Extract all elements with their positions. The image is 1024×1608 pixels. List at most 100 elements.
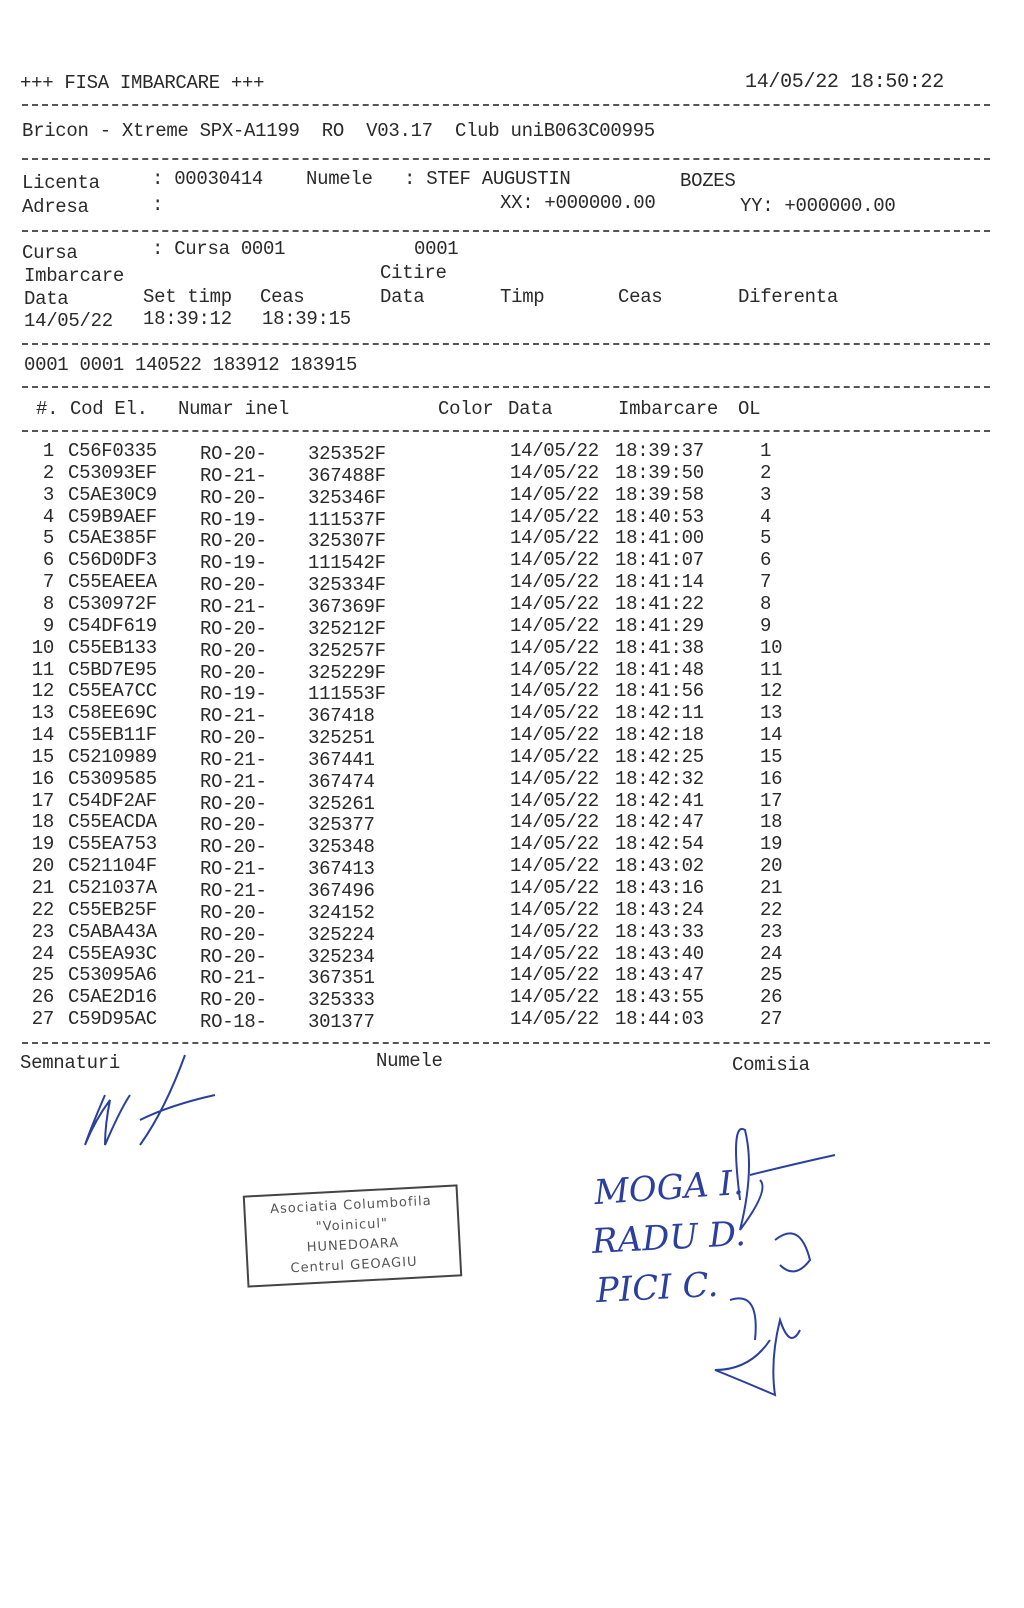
arrival-date: 14/05/22 [510,440,599,462]
ring-number: 325212F [308,617,386,640]
ring-prefix: RO-20- [200,836,267,859]
ring-prefix: RO-21- [200,967,267,990]
table-row: 15 C5210989 RO-21- 367441 14/05/22 18:42:25 15 [0,745,1000,771]
row-index: 26 [31,986,55,1009]
row-index: 3 [42,483,54,506]
cod-el: C55EA7CC [68,680,157,703]
cod-el: C59D95AC [68,1008,157,1031]
device-line: Bricon - Xtreme SPX-A1199 RO V03.17 Club… [22,120,655,142]
cod-el: C5BD7E95 [68,658,157,681]
col-data: Data [24,288,69,310]
arrival-date: 14/05/22 [510,745,599,768]
ring-number: 325333 [308,989,375,1012]
cod-el: C53093EF [68,461,157,484]
ring-prefix: RO-21- [200,880,267,902]
ring-prefix: RO-20- [200,945,267,968]
cod-el: C55EB133 [68,636,157,659]
ring-number: 325224 [308,923,375,946]
row-index: 12 [31,680,55,703]
table-row: 7 C55EAEEA RO-20- 325334F 14/05/22 18:41:14 7 [0,571,1000,597]
arrival-time: 18:39:58 [615,483,704,506]
col-ceas: Ceas [260,286,305,308]
table-row: 11 C5BD7E95 RO-20- 325229F 14/05/22 18:41:48 1… [0,658,1000,684]
ceas-value: 18:39:15 [262,308,351,330]
arrival-date: 14/05/22 [510,877,599,899]
arrival-time: 18:43:02 [615,855,704,878]
table-row: 22 C55EB25F RO-20- 324152 14/05/22 18:43:24 22 [0,898,1000,924]
comisia-label: Comisia [732,1054,810,1076]
ring-number: 325261 [308,792,375,815]
ol-place: 22 [760,898,783,921]
cod-el: C530972F [68,592,157,615]
row-index: 14 [31,724,55,747]
arrival-time: 18:43:33 [615,920,704,943]
cod-el: C521037A [68,877,157,899]
ol-place: 11 [760,658,783,681]
ol-place: 17 [760,789,783,812]
ring-prefix: RO-20- [200,639,267,662]
cod-el: C53095A6 [68,964,157,987]
table-row: 6 C56D0DF3 RO-19- 111542F 14/05/22 18:41:07 6 [0,549,1000,574]
arrival-date: 14/05/22 [510,680,599,703]
arrival-time: 18:42:32 [615,767,704,790]
arrival-date: 14/05/22 [510,658,599,681]
adresa-label: Adresa [22,196,89,218]
ol-place: 19 [760,833,783,856]
table-row: 23 C5ABA43A RO-20- 325224 14/05/22 18:43:33 23 [0,920,1000,946]
ring-number: 367496 [308,880,375,902]
divider [22,430,990,432]
ring-number: 325348 [308,836,375,859]
row-index: 25 [31,964,55,987]
cursa-value: : Cursa 0001 [152,238,286,260]
club-stamp: Asociatia Columbofila "Voinicul" HUNEDOA… [242,1184,463,1288]
ol-place: 4 [760,505,772,528]
licenta-value: : 00030414 [152,168,264,190]
ring-prefix: RO-18- [200,1011,267,1034]
arrival-time: 18:42:18 [615,724,704,747]
table-row: 26 C5AE2D16 RO-20- 325333 14/05/22 18:43:55 26 [0,986,1000,1012]
arrival-time: 18:43:55 [615,986,704,1009]
row-index: 13 [31,702,55,725]
arrival-time: 18:44:03 [615,1008,704,1031]
ring-prefix: RO-19- [200,508,267,531]
ring-number: 325377 [308,814,375,837]
ring-number: 325334F [308,574,386,597]
ol-place: 25 [760,964,783,987]
ring-prefix: RO-20- [200,923,267,946]
table-row: 1 C56F0335 RO-20- 325352F 14/05/22 18:39:37 1 [0,440,1000,465]
row-index: 24 [31,942,55,965]
ring-number: 324152 [308,901,375,924]
table-row: 14 C55EB11F RO-20- 325251 14/05/22 18:42:18 14 [0,724,1000,750]
arrival-date: 14/05/22 [510,1008,599,1031]
cod-el: C5AE30C9 [68,483,157,506]
ring-number: 367351 [308,967,375,990]
ring-prefix: RO-19- [200,683,267,706]
document-title: +++ FISA IMBARCARE +++ [20,72,265,94]
arrival-time: 18:41:48 [615,658,704,681]
ol-place: 10 [760,636,783,659]
header-imbarcare: Imbarcare [618,398,718,420]
table-row: 3 C5AE30C9 RO-20- 325346F 14/05/22 18:39:58 3 [0,483,1000,509]
arrival-time: 18:42:11 [615,702,704,725]
set-timp-value: 18:39:12 [143,308,232,330]
arrival-date: 14/05/22 [510,789,599,812]
arrival-time: 18:40:53 [615,505,704,528]
arrival-date: 14/05/22 [510,986,599,1009]
ol-place: 9 [760,614,772,637]
divider [22,386,990,388]
cod-el: C55EB11F [68,724,157,747]
ring-prefix: RO-20- [200,901,267,924]
cod-el: C58EE69C [68,702,157,725]
col-timp: Timp [500,286,545,308]
arrival-time: 18:43:47 [615,964,704,987]
table-row: 25 C53095A6 RO-21- 367351 14/05/22 18:43:47 25 [0,964,1000,990]
numele-label: Numele [306,168,373,190]
arrival-date: 14/05/22 [510,527,599,550]
ring-prefix: RO-20- [200,814,267,837]
ring-prefix: RO-20- [200,727,267,750]
arrival-date: 14/05/22 [510,724,599,747]
arrival-time: 18:39:37 [615,440,704,462]
ring-number: 111537F [308,508,386,531]
arrival-date: 14/05/22 [510,767,599,790]
col-ceas-citire: Ceas [618,286,663,308]
